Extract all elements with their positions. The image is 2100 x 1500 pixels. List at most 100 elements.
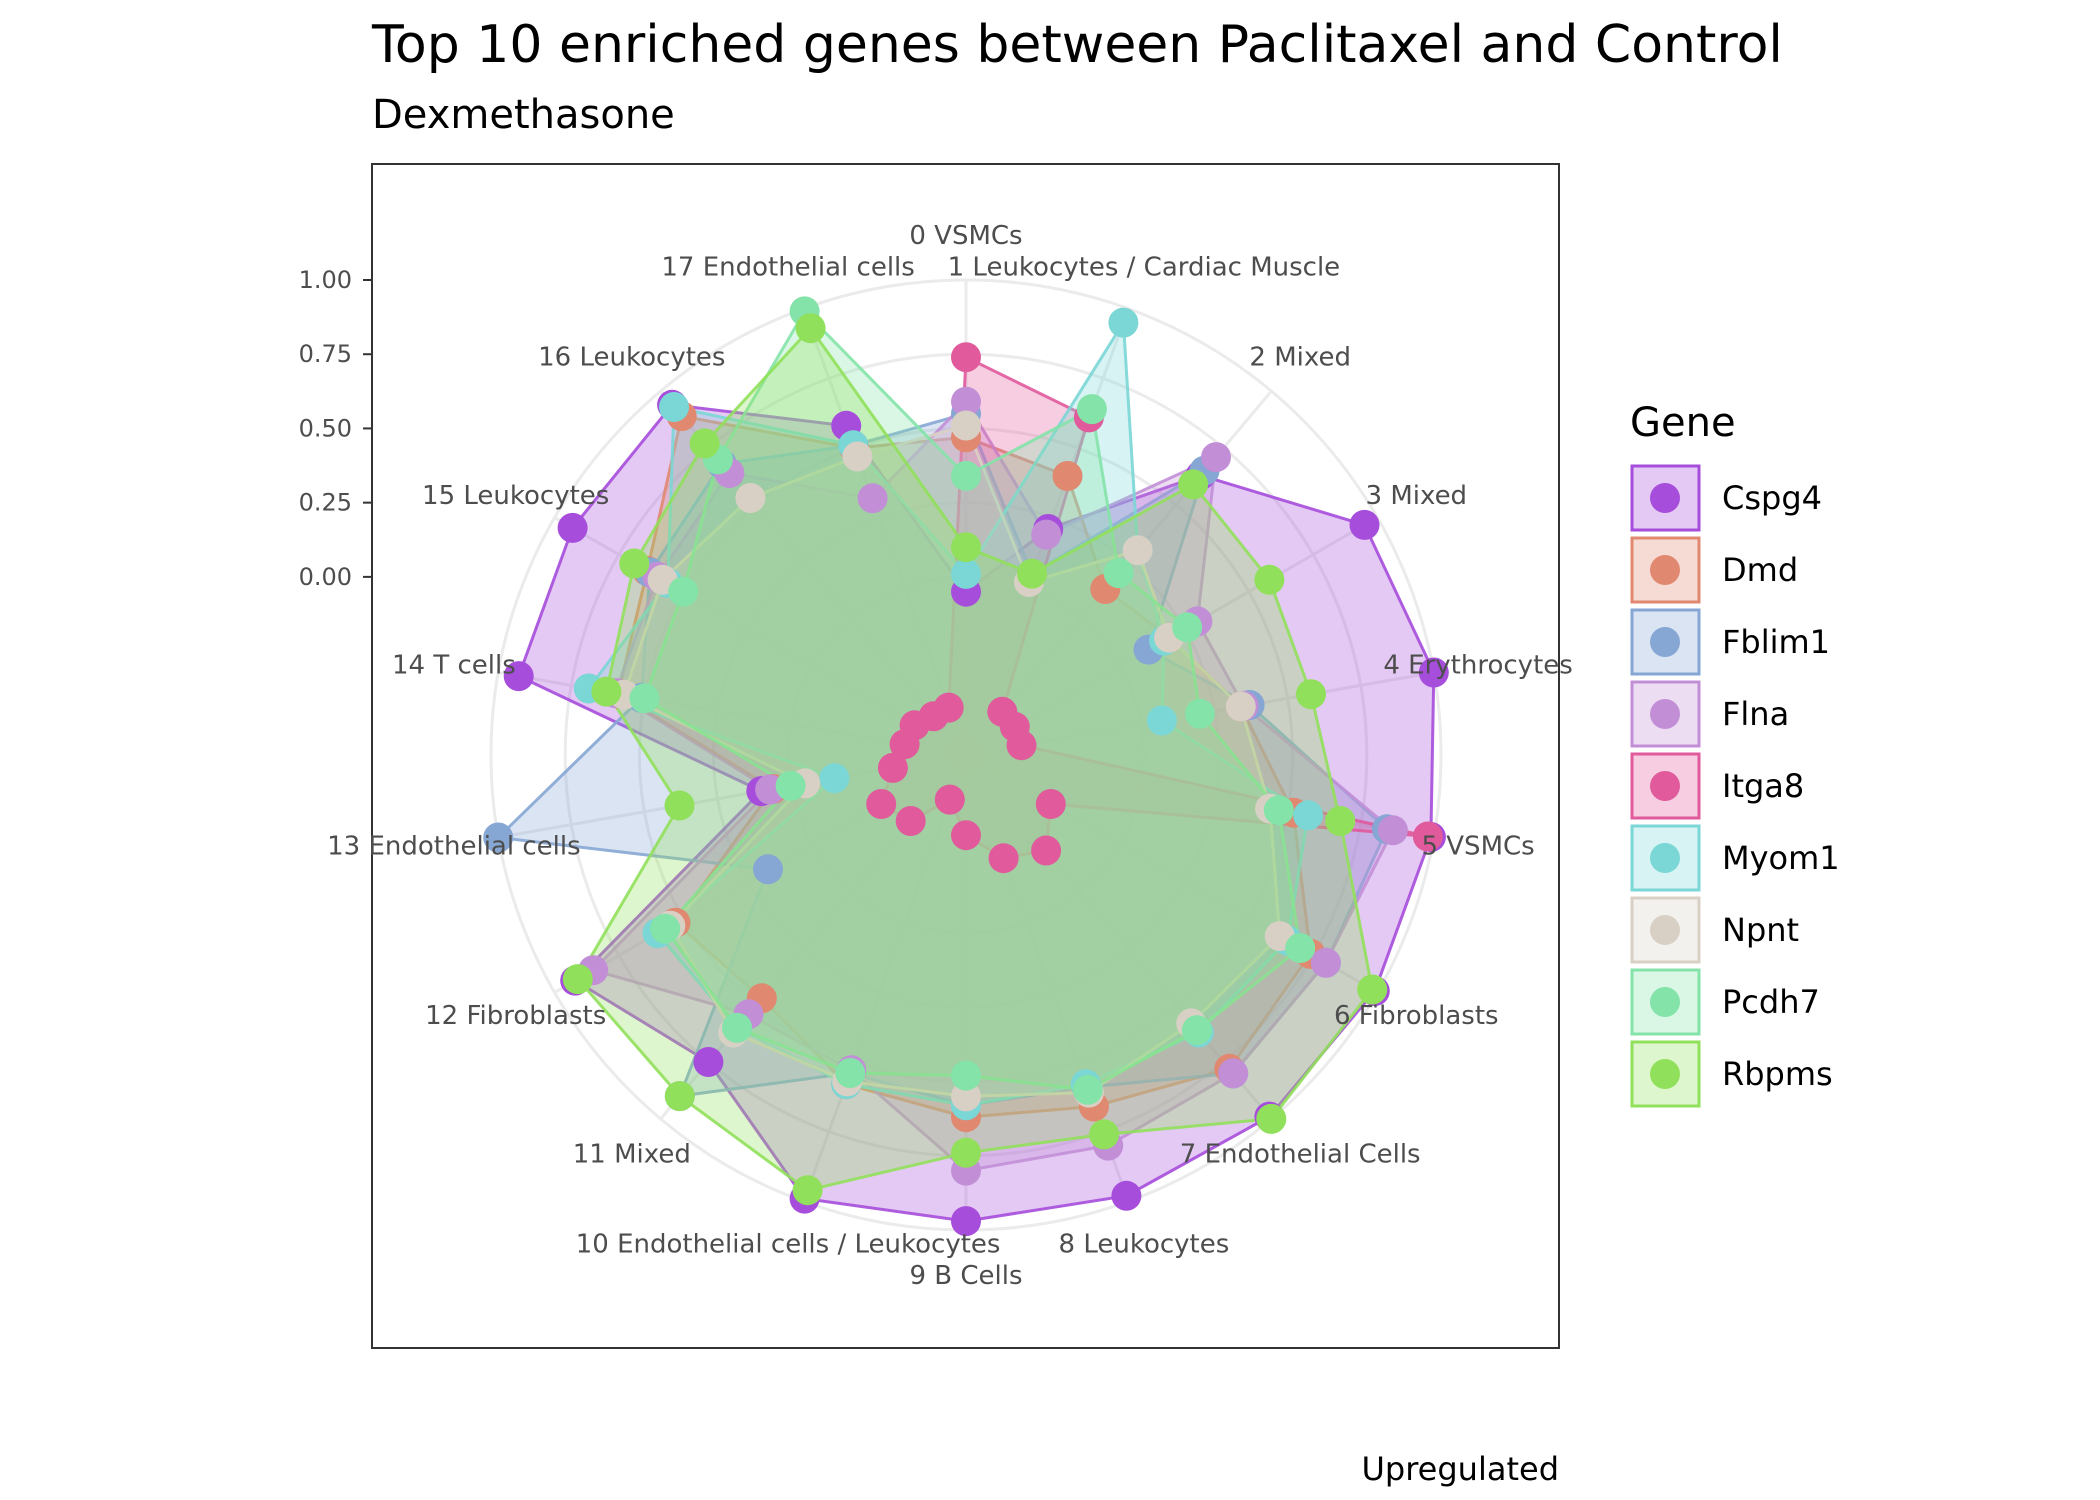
data-point-pcdh7 — [668, 576, 699, 607]
data-point-pcdh7 — [1263, 795, 1294, 826]
data-point-cspg4 — [1418, 657, 1449, 688]
y-tick-label: 1.00 — [299, 266, 352, 294]
data-point-pcdh7 — [951, 460, 981, 491]
legend-point — [1650, 699, 1680, 729]
category-label: 11 Mixed — [573, 1139, 691, 1169]
data-point-itga8 — [988, 843, 1019, 874]
category-label: 8 Leukocytes — [1059, 1230, 1230, 1260]
data-point-rbpms — [1178, 469, 1209, 500]
category-label: 12 Fibroblasts — [425, 1001, 606, 1031]
data-point-flna — [1310, 947, 1341, 978]
chart-title: Top 10 enriched genes between Paclitaxel… — [371, 15, 1783, 75]
legend-point — [1650, 555, 1680, 585]
data-point-pcdh7 — [1076, 394, 1107, 425]
data-point-flna — [1031, 519, 1062, 550]
data-point-itga8 — [933, 692, 964, 723]
legend-point — [1650, 987, 1680, 1017]
category-label: 10 Endothelial cells / Leukocytes — [576, 1230, 1001, 1260]
y-axis: 0.00 0.25 0.50 0.75 1.00 — [299, 266, 372, 591]
legend-point — [1650, 843, 1680, 873]
data-point-rbpms — [1256, 1103, 1287, 1134]
y-tick-label: 0.50 — [299, 414, 352, 442]
data-point-itga8 — [1412, 821, 1443, 852]
grid-spoke — [965, 753, 1435, 839]
data-point-pcdh7 — [1172, 612, 1203, 643]
data-point-pcdh7 — [1072, 1074, 1103, 1105]
legend-label: Myom1 — [1722, 839, 1840, 877]
data-point-pcdh7 — [775, 770, 806, 801]
data-point-rbpms — [1017, 558, 1047, 589]
data-point-myom1 — [1108, 307, 1139, 338]
legend-label: Itga8 — [1722, 767, 1804, 805]
y-tick-label: 0.25 — [299, 489, 352, 517]
data-point-npnt — [842, 441, 873, 472]
data-point-rbpms — [562, 964, 593, 995]
data-point-npnt — [1225, 691, 1256, 722]
data-point-pcdh7 — [835, 1058, 866, 1088]
data-point-itga8 — [1031, 835, 1062, 866]
data-point-rbpms — [664, 790, 695, 821]
legend-point — [1650, 1059, 1680, 1089]
data-point-itga8 — [951, 342, 981, 373]
legend-label: Npnt — [1722, 911, 1799, 949]
data-point-rbpms — [951, 532, 981, 563]
data-point-flna — [857, 483, 888, 514]
data-point-rbpms — [792, 1175, 823, 1206]
data-point-rbpms — [689, 428, 720, 459]
data-point-fblim1 — [753, 854, 783, 885]
data-point-rbpms — [664, 1081, 695, 1112]
data-point-pcdh7 — [951, 1060, 981, 1091]
category-label: 7 Endothelial Cells — [1180, 1139, 1421, 1169]
legend-point — [1650, 771, 1680, 801]
category-label: 2 Mixed — [1249, 343, 1351, 373]
category-label: 13 Endothelial cells — [327, 831, 581, 861]
data-point-itga8 — [877, 752, 908, 783]
category-label: 1 Leukocytes / Cardiac Muscle — [948, 252, 1341, 282]
data-point-flna — [951, 386, 981, 417]
data-point-flna — [1218, 1058, 1249, 1089]
data-point-npnt — [735, 483, 766, 513]
chart-subtitle: Dexmethasone — [372, 92, 675, 138]
category-label: 9 B Cells — [909, 1261, 1022, 1291]
data-point-cspg4 — [557, 512, 588, 543]
data-point-itga8 — [951, 820, 981, 851]
category-label: 5 VSMCs — [1421, 831, 1534, 861]
data-point-pcdh7 — [1181, 1015, 1212, 1046]
legend-label: Dmd — [1722, 551, 1798, 589]
data-point-pcdh7 — [722, 1012, 752, 1043]
legend-title: Gene — [1630, 400, 1736, 446]
data-point-itga8 — [895, 806, 926, 836]
data-point-itga8 — [1006, 730, 1037, 761]
y-tick-label: 0.75 — [299, 340, 352, 368]
data-point-rbpms — [795, 313, 826, 344]
data-point-cspg4 — [503, 661, 534, 692]
legend-label: Pcdh7 — [1722, 983, 1820, 1021]
data-point-cspg4 — [951, 1206, 981, 1237]
chart-caption: Upregulated — [1361, 1450, 1559, 1488]
data-point-rbpms — [591, 676, 622, 707]
data-point-itga8 — [866, 789, 897, 819]
data-point-npnt — [951, 410, 981, 441]
legend-label: Rbpms — [1722, 1055, 1833, 1093]
data-point-pcdh7 — [1103, 558, 1134, 589]
category-label: 15 Leukocytes — [422, 481, 609, 511]
data-point-pcdh7 — [629, 683, 660, 714]
data-point-rbpms — [1089, 1119, 1120, 1150]
data-point-rbpms — [1296, 679, 1326, 710]
category-label: 14 T cells — [392, 651, 516, 681]
data-point-fblim1 — [483, 822, 514, 853]
legend-label: Flna — [1722, 695, 1789, 733]
series-group — [483, 296, 1449, 1237]
data-point-cspg4 — [1349, 509, 1380, 540]
data-point-myom1 — [659, 392, 689, 422]
data-point-npnt — [1122, 535, 1153, 566]
category-label: 4 Erythrocytes — [1383, 651, 1572, 681]
data-point-rbpms — [1254, 564, 1285, 595]
data-point-dmd — [1052, 461, 1083, 491]
data-point-npnt — [951, 1081, 981, 1112]
data-point-itga8 — [1035, 789, 1066, 819]
legend: Gene Cspg4 Dmd Fblim1 Flna Itga8 Myom1 Npnt Pcd… — [1630, 400, 1840, 1108]
